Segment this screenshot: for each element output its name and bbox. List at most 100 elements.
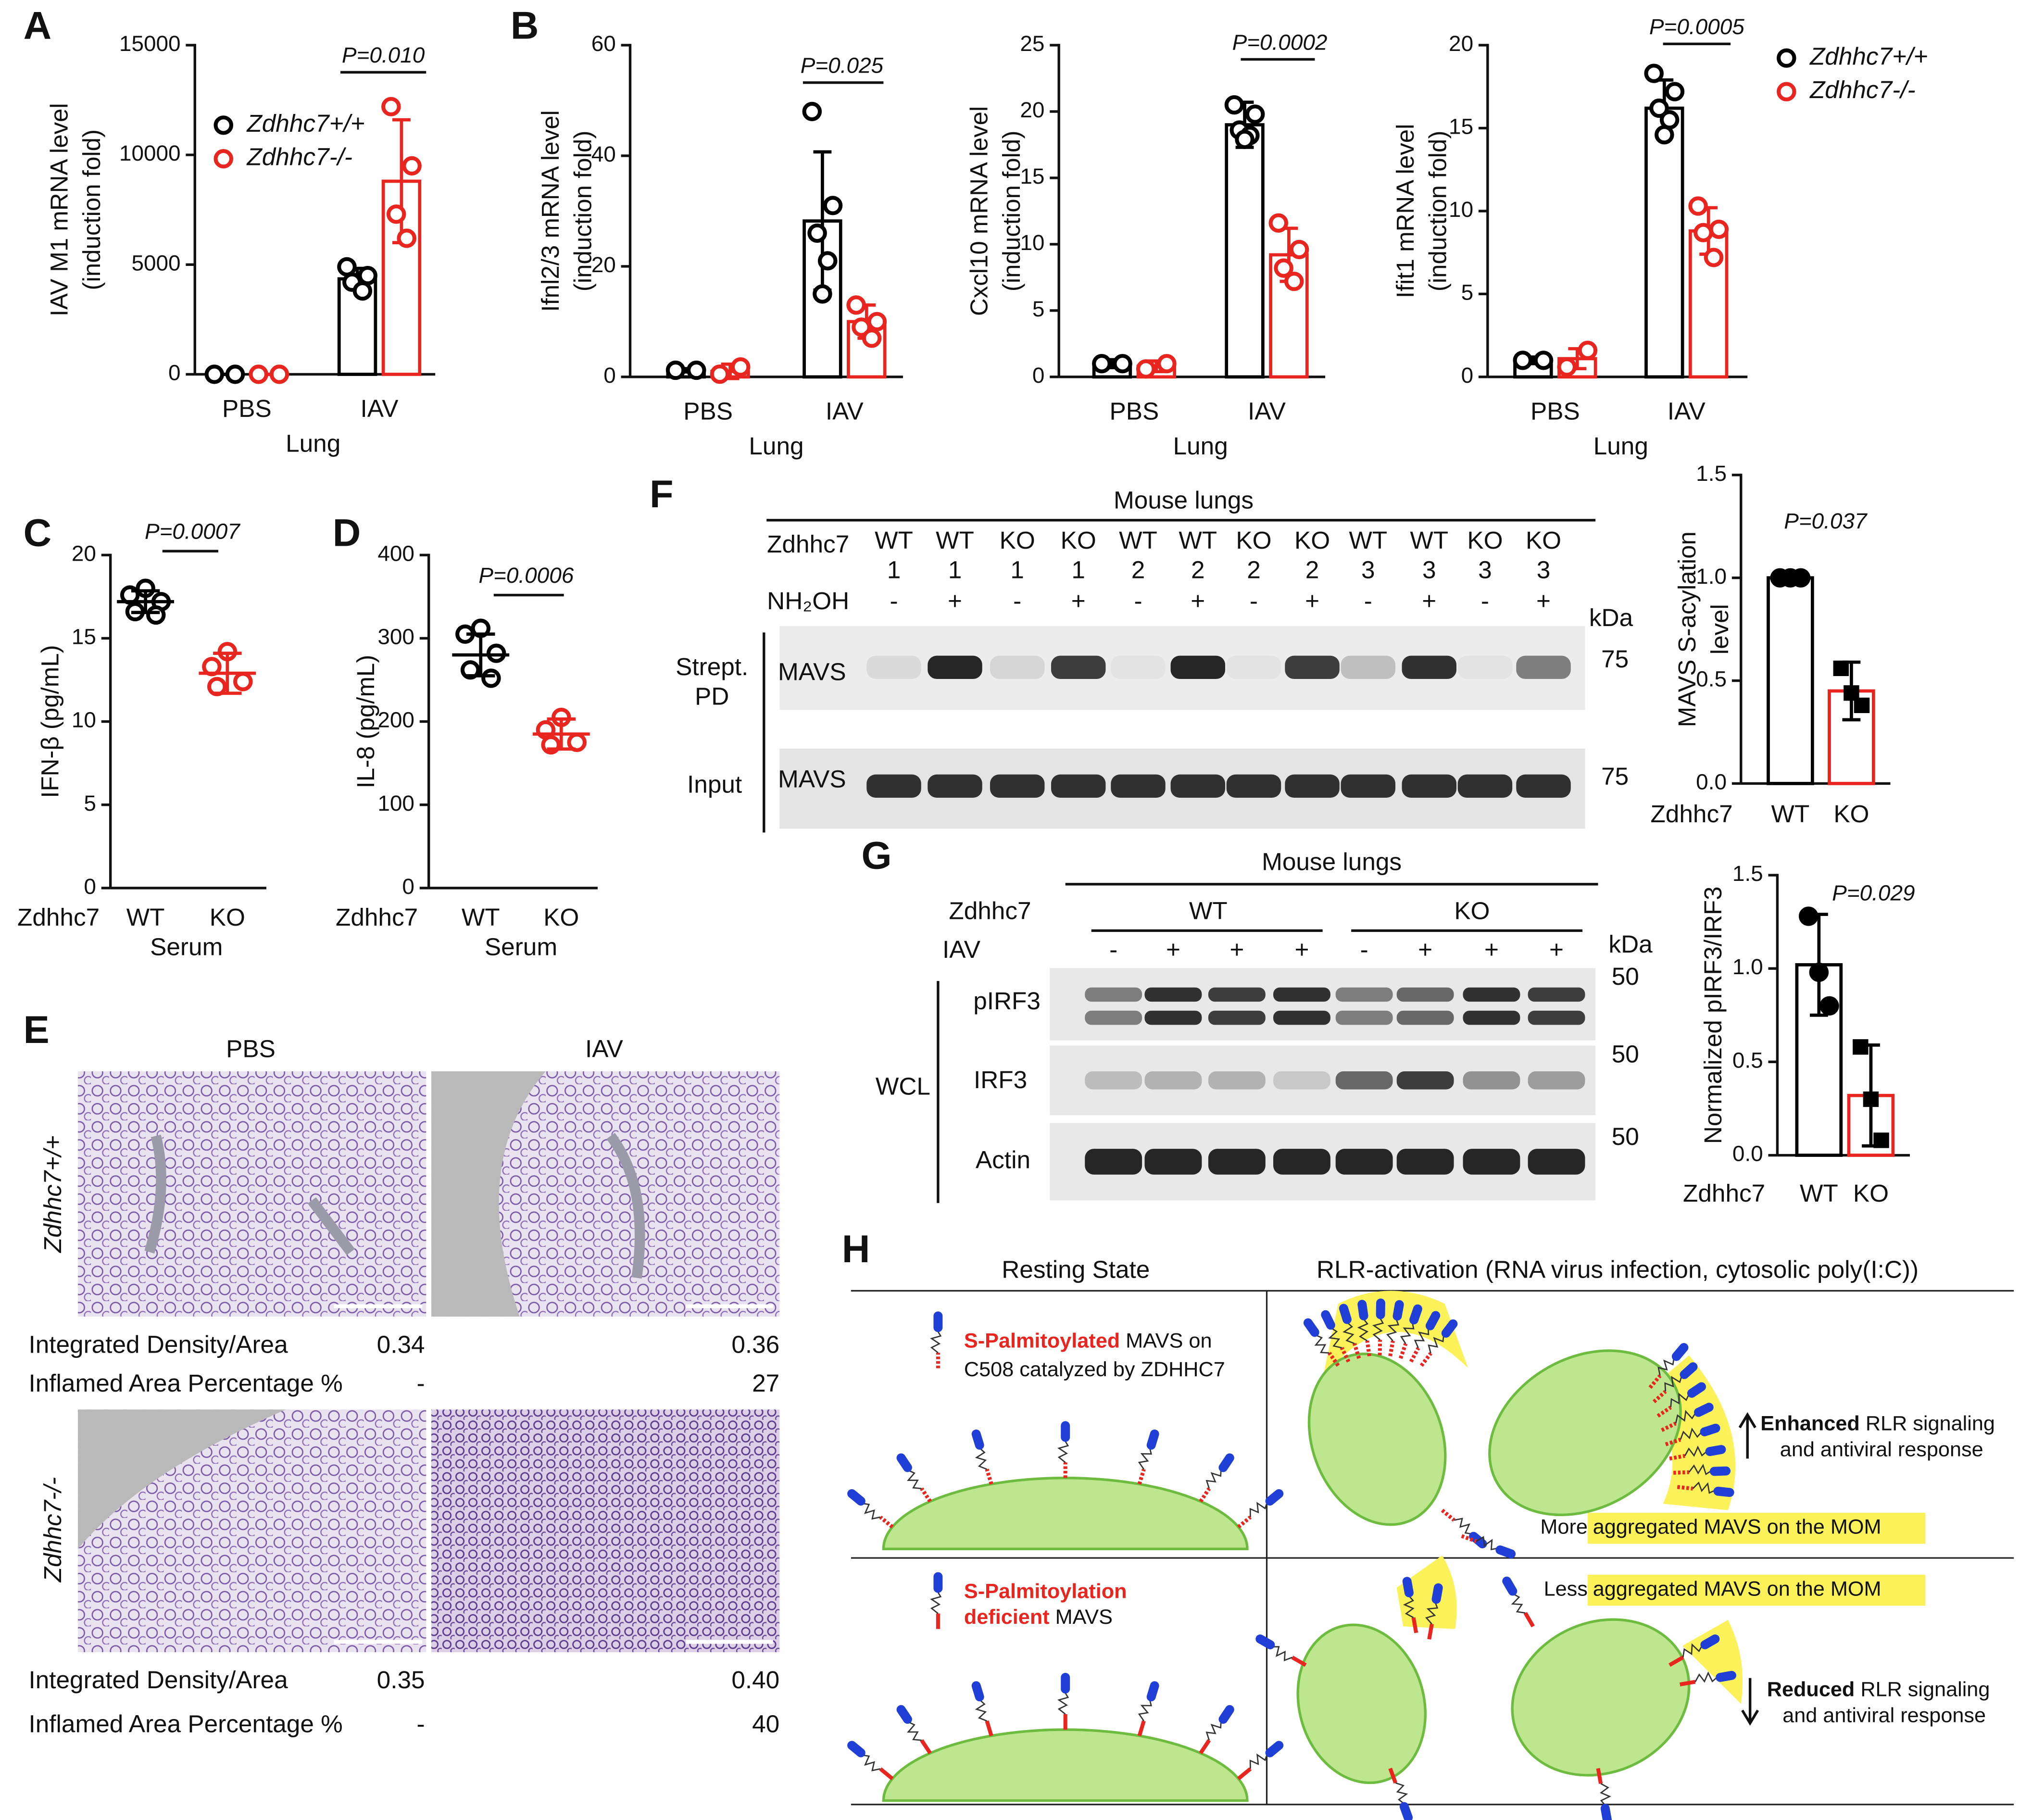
card-rod <box>1680 1362 1698 1380</box>
model-heading: Resting State <box>1002 1256 1150 1283</box>
card-rod <box>1146 1681 1159 1702</box>
highlight <box>1587 1574 1926 1606</box>
band <box>1341 774 1395 798</box>
mavs-glyph <box>847 1489 894 1529</box>
data-point <box>1665 82 1685 101</box>
lane-treatment: + <box>1422 587 1436 615</box>
data-point <box>1644 63 1664 83</box>
card-domain <box>1657 1357 1675 1376</box>
panel-label: A <box>24 4 52 48</box>
error-bar <box>213 652 242 695</box>
y-tick-label: 0 <box>84 874 96 899</box>
model-note: More <box>1540 1516 1587 1539</box>
x-axis-label: Serum <box>485 933 557 961</box>
mavs-glyph <box>1409 1311 1441 1363</box>
data-point <box>1798 906 1819 926</box>
tm-anchor <box>1237 1767 1252 1781</box>
tm-anchor <box>1461 1534 1477 1544</box>
data-point <box>1157 354 1177 374</box>
p-value: P=0.025 <box>801 53 884 78</box>
tm-anchor <box>920 1487 932 1503</box>
band <box>1285 655 1340 679</box>
tm-anchor <box>1328 1352 1340 1367</box>
model-note: and antiviral response <box>1782 1704 1986 1727</box>
band <box>1463 1149 1520 1175</box>
band <box>1170 655 1226 679</box>
panel-label: F <box>650 473 674 516</box>
band <box>866 655 921 679</box>
lane-mouse: 3 <box>1478 556 1492 584</box>
protein-label: IRF3 <box>974 1066 1027 1093</box>
data-point <box>1284 272 1304 291</box>
x-tick-label: KO <box>543 904 579 931</box>
protein-label: MAVS <box>778 766 846 793</box>
model-heading: RLR-activation (RNA virus infection, cyt… <box>1317 1256 1919 1283</box>
model-note: aggregated MAVS on the MOM <box>1593 1578 1881 1601</box>
y-tick-label: 20 <box>1449 31 1473 56</box>
mitochondrion <box>1511 1618 1691 1777</box>
data-point <box>730 357 751 377</box>
y-axis-label: Normalized pIRF3/IRF3 <box>1699 887 1727 1144</box>
card-domain <box>1342 1321 1355 1344</box>
data-point <box>665 360 686 380</box>
band <box>1396 1010 1454 1025</box>
data-point <box>397 228 417 248</box>
card-domain <box>1386 1317 1400 1342</box>
tm-anchor <box>1669 1454 1685 1461</box>
tm-anchor <box>1665 1438 1681 1446</box>
x-tick-label: WT <box>126 904 165 931</box>
card-rod <box>1061 1672 1070 1694</box>
y-tick-label: 1.0 <box>1696 564 1727 589</box>
data-point <box>1268 213 1289 233</box>
data-point <box>1853 1039 1869 1055</box>
x-tick-label: IAV <box>1668 398 1706 425</box>
band <box>1085 987 1142 1002</box>
p-value: P=0.0002 <box>1232 30 1328 54</box>
p-value: P=0.037 <box>1784 509 1868 533</box>
band <box>1285 774 1340 798</box>
y-axis-label: Ifnl2/3 mRNA level <box>537 110 564 312</box>
mavs-glyph <box>1596 1768 1612 1820</box>
x-axis-label: Lung <box>1173 432 1228 460</box>
card-rod <box>1671 1343 1689 1361</box>
data-point <box>352 281 373 301</box>
panel-label: E <box>24 1008 50 1052</box>
legend-marker <box>213 115 234 135</box>
data-point <box>867 312 887 331</box>
card-rod <box>1357 1300 1368 1320</box>
card-domain <box>1682 1643 1704 1657</box>
legend-marker <box>213 149 234 169</box>
data-point <box>1863 1091 1879 1107</box>
bar <box>1767 576 1814 785</box>
card-rod <box>1705 1445 1726 1456</box>
card-domain <box>1476 1536 1499 1551</box>
band <box>1208 1149 1266 1175</box>
data-point <box>249 364 268 384</box>
lane-mouse: 1 <box>1010 556 1024 584</box>
mavs-glyph <box>1388 1768 1413 1820</box>
lane-genotype: WT <box>1119 527 1157 554</box>
card-rod <box>896 1705 912 1724</box>
lane-treatment: - <box>1013 587 1021 615</box>
band <box>1111 774 1166 798</box>
legend-marker <box>1777 82 1796 101</box>
y-axis-label: MAVS S-acylation <box>1673 531 1701 727</box>
band <box>1144 1149 1202 1175</box>
note-part: RLR signaling <box>1855 1678 1990 1701</box>
band <box>990 655 1045 679</box>
y-tick-label: 0 <box>1461 363 1474 388</box>
p-value: P=0.029 <box>1832 880 1915 905</box>
lane-treatment: - <box>1134 587 1142 615</box>
model-note: Less <box>1544 1578 1588 1601</box>
lane-genotype: WT <box>1410 527 1448 554</box>
lane-treatment: + <box>1191 587 1205 615</box>
y-tick-label: 1.0 <box>1732 954 1763 979</box>
lane-treatment: + <box>1071 587 1086 615</box>
y-tick-label: 15 <box>1020 164 1044 188</box>
mavs-glyph <box>1339 1304 1361 1359</box>
band <box>1226 655 1281 679</box>
lane-treatment: - <box>890 587 898 615</box>
x-tick-label: PBS <box>1530 398 1580 425</box>
card-rod <box>971 1429 984 1450</box>
tm-anchor <box>879 1767 894 1781</box>
